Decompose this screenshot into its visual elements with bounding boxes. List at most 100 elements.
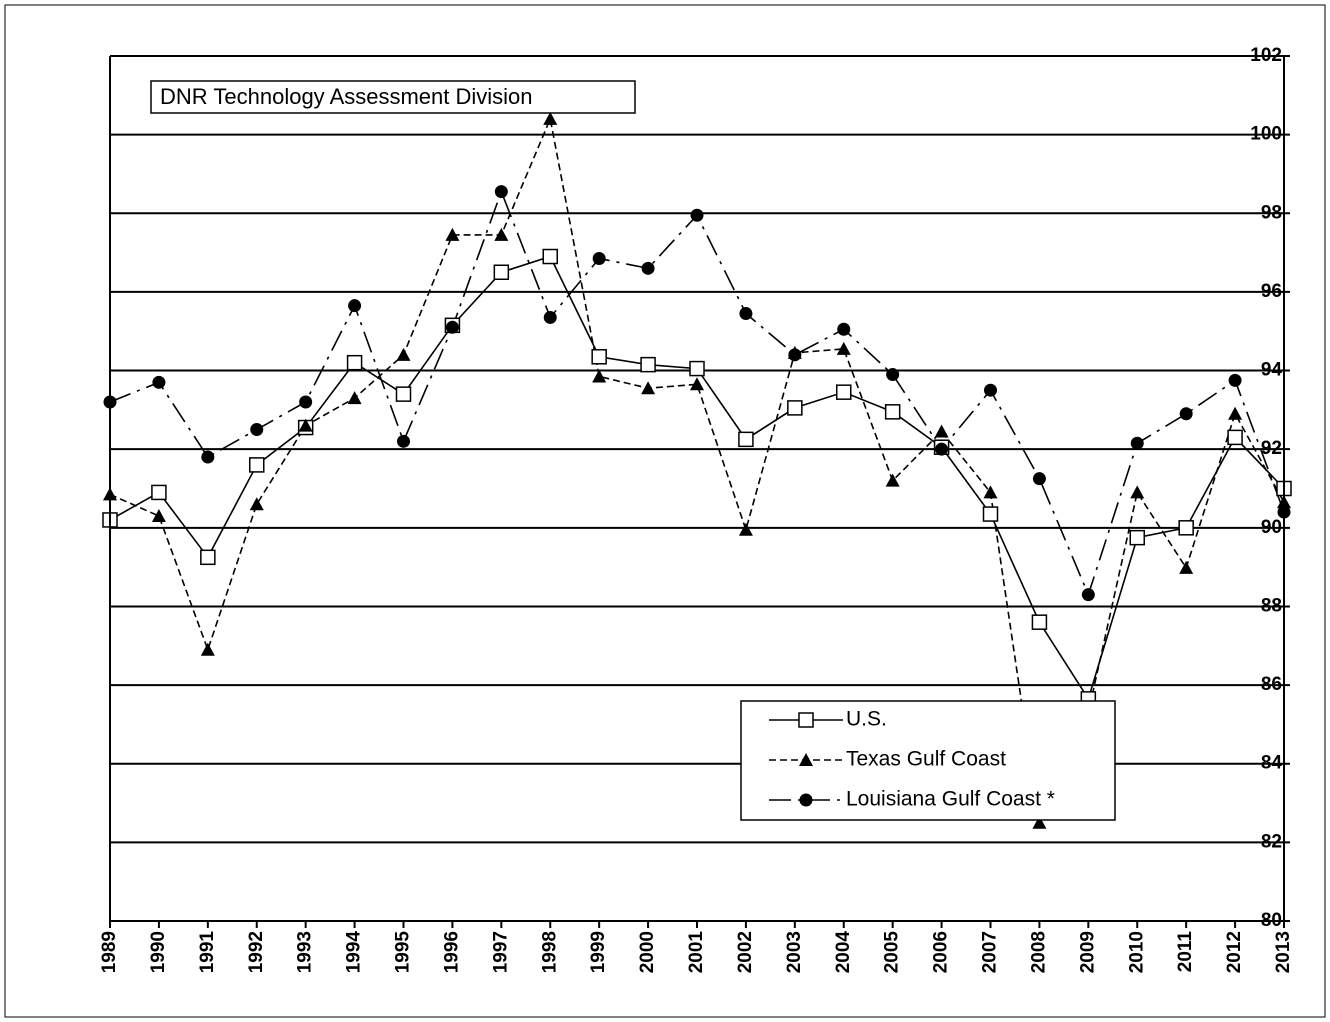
x-tick-label: 2013 [1273,931,1294,973]
y-tick-label: 96 [1261,281,1282,302]
marker-circle [739,307,753,321]
marker-triangle [690,377,704,391]
series-markers [102,111,1292,829]
marker-triangle [799,753,813,766]
marker-square [249,457,265,473]
x-tick-label: 2000 [637,931,658,973]
y-tick-label: 94 [1261,360,1283,381]
marker-triangle [347,391,362,405]
x-tick-label: 2007 [980,931,1001,973]
marker-square [542,248,558,265]
x-tick-label: 2012 [1224,931,1245,973]
marker-square [836,384,852,400]
x-tick-label: 2003 [784,931,805,973]
marker-circle [592,251,606,265]
marker-square [787,400,803,416]
x-tick-label: 2005 [882,931,903,974]
marker-square [982,506,999,522]
legend-label: Texas Gulf Coast [846,748,1006,771]
y-tick-label: 100 [1250,124,1282,145]
marker-circle [299,395,313,409]
marker-triangle [543,111,558,125]
marker-triangle [494,227,509,241]
x-tick-label: 1991 [197,931,218,974]
marker-triangle [200,642,215,656]
marker-triangle [983,485,998,499]
marker-circle [935,442,949,456]
marker-circle [1179,407,1193,421]
marker-square [798,712,814,728]
marker-triangle [298,418,313,432]
marker-triangle [738,522,753,536]
marker-square [200,549,216,566]
x-tick-label: 1999 [588,931,609,973]
marker-square [1031,614,1048,630]
marker-circle [1081,588,1095,602]
x-tick-label: 1995 [393,931,414,974]
y-tick-label: 92 [1261,438,1282,459]
grid [110,55,1290,922]
x-tick-label: 1990 [148,931,169,973]
y-tick-label: 86 [1261,674,1282,695]
y-tick-label: 98 [1261,202,1282,223]
x-tick-label: 1992 [246,931,267,973]
marker-square [884,404,901,420]
annotation-box [150,80,636,114]
marker-square [689,360,705,377]
marker-square [1178,520,1194,536]
y-tick-label: 90 [1261,517,1282,538]
legend-label: Louisiana Gulf Coast * [846,788,1055,811]
marker-circle [445,320,459,334]
x-tick-label: 2006 [931,931,952,973]
marker-triangle [249,497,264,511]
x-tick-label: 2009 [1077,931,1098,973]
marker-triangle [641,381,656,395]
marker-triangle [885,473,900,487]
marker-square [1129,529,1145,546]
marker-triangle [592,369,607,383]
marker-triangle [1130,485,1145,499]
marker-triangle [1228,406,1243,420]
marker-circle [397,434,410,448]
marker-square [738,431,754,448]
marker-triangle [445,227,460,241]
marker-circle [799,793,813,807]
marker-triangle [396,347,411,361]
x-tick-label: 2004 [833,931,854,974]
x-tick-label: 1989 [99,931,120,973]
y-tick-label: 102 [1250,45,1282,66]
marker-circle [201,450,215,464]
x-tick-label: 1998 [539,931,560,973]
marker-square [591,349,607,365]
marker-circle [250,423,264,437]
marker-circle [690,208,704,222]
x-tick-label: 2001 [686,931,707,974]
marker-circle [886,367,900,381]
y-tick-label: 84 [1261,753,1283,774]
marker-triangle [1032,815,1047,829]
marker-circle [837,322,851,336]
marker-circle [1130,436,1144,450]
marker-square [346,354,363,371]
x-tick-label: 2011 [1175,931,1196,973]
x-tick-label: 2010 [1126,931,1147,973]
chart-frame [4,4,1326,1018]
marker-triangle [1179,560,1194,574]
x-tick-label: 1994 [344,931,365,974]
marker-square [395,386,412,402]
marker-circle [1032,472,1046,486]
legend-label: U.S. [846,708,887,731]
marker-circle [1228,373,1242,387]
marker-square [1227,429,1243,446]
marker-circle [788,348,802,362]
marker-square [151,484,167,501]
marker-circle [543,310,557,324]
marker-square [493,264,510,280]
marker-triangle [836,341,851,355]
legend: U.S. Texas Gulf Coast Louisiana Gulf Coast… [740,700,1116,821]
x-tick-label: 2008 [1028,931,1049,973]
marker-circle [152,375,166,389]
x-tick-label: 2002 [735,931,756,973]
y-tick-label: 88 [1261,595,1282,616]
